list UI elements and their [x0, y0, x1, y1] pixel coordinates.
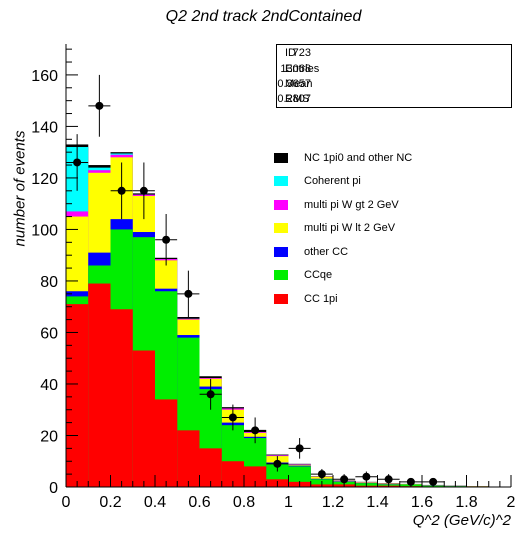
- data-point: [117, 186, 126, 195]
- data-point: [295, 444, 304, 453]
- legend-item: multi pi W gt 2 GeV: [274, 193, 412, 217]
- data-point: [162, 235, 171, 244]
- histogram-bar: [132, 350, 155, 487]
- histogram-bar: [244, 466, 267, 487]
- legend-label: CCqe: [304, 269, 333, 282]
- data-point: [362, 472, 371, 481]
- data-point: [206, 390, 215, 399]
- data-point: [406, 477, 415, 486]
- stats-label: Mean: [285, 78, 313, 90]
- data-point: [184, 289, 193, 298]
- y-tick-label: 120: [31, 171, 58, 188]
- x-axis-title-text: Q^2 (GeV/c)^2: [412, 512, 511, 529]
- histogram-bar: [199, 448, 222, 487]
- data-point: [317, 470, 326, 479]
- histogram-bar: [221, 461, 244, 487]
- legend-swatch: [274, 223, 288, 234]
- data-point: [228, 413, 237, 422]
- y-tick-label: 80: [40, 274, 58, 291]
- stats-row-id: ID 723: [285, 47, 411, 59]
- data-point: [340, 475, 349, 484]
- y-tick-label: 100: [31, 222, 58, 239]
- stats-value: 0.3657: [277, 78, 311, 90]
- x-tick-label: 0.2: [99, 494, 121, 511]
- legend-swatch: [274, 246, 288, 257]
- y-tick-label: 140: [31, 119, 58, 136]
- legend-label: CC 1pi: [304, 292, 338, 305]
- data-point: [384, 475, 393, 484]
- legend-item: NC 1pi0 and other NC: [274, 146, 412, 170]
- y-tick-label: 160: [31, 68, 58, 85]
- stats-label: Entries: [285, 63, 320, 75]
- data-point: [273, 459, 282, 468]
- x-tick-label: 0: [62, 494, 71, 511]
- legend-item: multi pi W lt 2 GeV: [274, 217, 412, 241]
- stats-row-rms: RMS 0.2807: [277, 93, 411, 105]
- data-point: [95, 101, 104, 110]
- stats-label: RMS: [285, 93, 310, 105]
- data-point: [73, 158, 82, 167]
- x-axis-title: Q^2 (GeV/c)^2: [413, 512, 511, 529]
- x-tick-label: 2: [507, 494, 516, 511]
- x-tick-label: 1.6: [411, 494, 433, 511]
- x-tick-label: 1.4: [366, 494, 388, 511]
- y-tick-label: 20: [40, 428, 58, 445]
- x-tick-label: 1.2: [322, 494, 344, 511]
- legend-label: Coherent pi: [304, 175, 361, 188]
- x-tick-label: 0.6: [188, 494, 210, 511]
- legend-swatch: [274, 176, 288, 187]
- stats-box: ID 723 Entries 13068 Mean 0.3657 RMS 0.2…: [276, 44, 512, 108]
- stats-value: 0.2807: [277, 93, 311, 105]
- legend-swatch: [274, 270, 288, 281]
- x-tick-label: 1: [284, 494, 293, 511]
- y-axis-title: number of events: [11, 130, 29, 247]
- legend-item: CC 1pi: [274, 287, 412, 311]
- legend-label: multi pi W gt 2 GeV: [304, 198, 399, 211]
- stats-label: ID: [285, 47, 296, 59]
- legend-item: Coherent pi: [274, 170, 412, 194]
- x-tick-label: 0.4: [144, 494, 166, 511]
- chart-title: Q2 2nd track 2ndContained: [165, 8, 362, 25]
- legend-swatch: [274, 293, 288, 304]
- data-point: [139, 186, 148, 195]
- stats-value: 723: [292, 47, 311, 59]
- legend-swatch: [274, 199, 288, 210]
- stats-row-entries: Entries 13068: [280, 63, 411, 75]
- x-tick-label: 1.8: [455, 494, 477, 511]
- legend: NC 1pi0 and other NC Coherent pi multi p…: [274, 146, 412, 311]
- legend-item: other CC: [274, 240, 412, 264]
- histogram-bar: [177, 430, 200, 487]
- y-tick-label: 40: [40, 377, 58, 394]
- legend-label: other CC: [304, 245, 349, 258]
- data-point: [429, 477, 438, 486]
- legend-swatch: [274, 152, 288, 163]
- legend-label: multi pi W lt 2 GeV: [304, 222, 396, 235]
- stats-row-mean: Mean 0.3657: [277, 78, 411, 90]
- legend-item: CCqe: [274, 264, 412, 288]
- y-tick-label: 60: [40, 325, 58, 342]
- histogram-bar: [155, 399, 178, 487]
- stats-value: 13068: [280, 63, 311, 75]
- data-point: [251, 426, 260, 435]
- histogram-bar: [66, 304, 89, 487]
- legend-label: NC 1pi0 and other NC: [304, 151, 413, 164]
- y-tick-label: 0: [49, 480, 58, 497]
- x-tick-label: 0.8: [233, 494, 255, 511]
- histogram-bar: [88, 283, 111, 487]
- histogram-bar: [110, 309, 133, 487]
